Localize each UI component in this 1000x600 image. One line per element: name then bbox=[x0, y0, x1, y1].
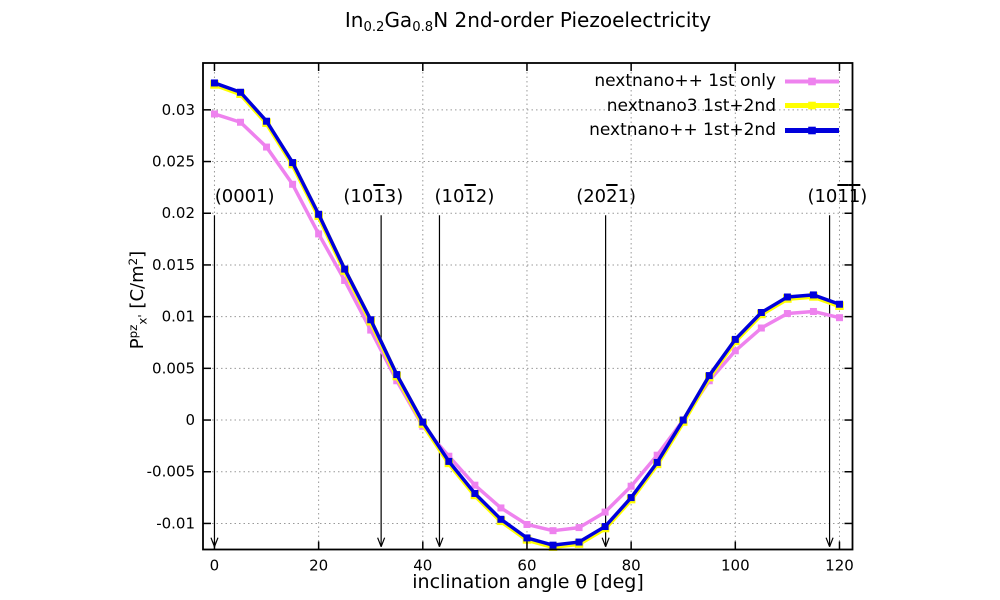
miller-plane-arrow bbox=[377, 215, 386, 547]
legend-entry: nextnano++ 1st+2nd bbox=[589, 118, 839, 143]
miller-plane-arrow bbox=[435, 215, 444, 547]
miller-plane-label: (2021) bbox=[576, 186, 637, 207]
series-nextnano-1st-2nd bbox=[210, 79, 843, 549]
y-tick-label: 0.01 bbox=[162, 308, 195, 326]
legend: nextnano++ 1st only nextnano3 1st+2nd next… bbox=[589, 69, 839, 143]
miller-plane-label: (0001) bbox=[214, 186, 275, 207]
y-tick-label: -0.01 bbox=[156, 514, 195, 532]
x-tick-label: 40 bbox=[413, 557, 432, 575]
y-tick-label: 0 bbox=[185, 411, 195, 429]
x-tick-label: 0 bbox=[210, 557, 220, 575]
legend-line-sample bbox=[785, 126, 839, 135]
miller-plane-label: (1012) bbox=[434, 186, 495, 207]
miller-plane-label: (1013) bbox=[343, 186, 404, 207]
legend-entry: nextnano3 1st+2nd bbox=[589, 94, 839, 119]
legend-label: nextnano3 1st+2nd bbox=[606, 95, 776, 116]
series-nextnano-1st-only bbox=[210, 110, 843, 535]
y-tick-label: -0.005 bbox=[147, 463, 195, 481]
miller-plane-arrow bbox=[601, 215, 610, 547]
legend-line-sample bbox=[785, 101, 839, 110]
legend-label: nextnano++ 1st+2nd bbox=[589, 120, 776, 141]
miller-plane-arrow bbox=[825, 215, 834, 547]
x-tick-label: 60 bbox=[517, 557, 536, 575]
tick-labels: 0 20 40 60 80 100 120 -0.01 -0.005 0 0.005 0.01 0.01… bbox=[147, 101, 854, 575]
y-tick-label: 0.03 bbox=[162, 101, 195, 119]
x-tick-label: 120 bbox=[825, 557, 854, 575]
x-tick-label: 20 bbox=[309, 557, 328, 575]
y-tick-label: 0.02 bbox=[162, 204, 195, 222]
legend-line-sample bbox=[785, 77, 839, 86]
legend-entry: nextnano++ 1st only bbox=[589, 69, 839, 94]
legend-label: nextnano++ 1st only bbox=[594, 71, 776, 92]
miller-plane-arrows bbox=[210, 215, 834, 547]
y-tick-label: 0.005 bbox=[152, 359, 195, 377]
plot-border bbox=[202, 62, 854, 551]
x-tick-label: 100 bbox=[721, 557, 750, 575]
y-tick-label: 0.025 bbox=[152, 153, 195, 171]
miller-plane-label: (1011) bbox=[807, 186, 868, 207]
x-axis-label: inclination angle θ [deg] bbox=[412, 571, 644, 593]
x-tick-label: 80 bbox=[622, 557, 641, 575]
axis-ticks bbox=[203, 63, 853, 550]
y-tick-label: 0.015 bbox=[152, 256, 195, 274]
chart-title: In0.2Ga0.8N 2nd-order Piezoelectricity bbox=[344, 8, 712, 35]
